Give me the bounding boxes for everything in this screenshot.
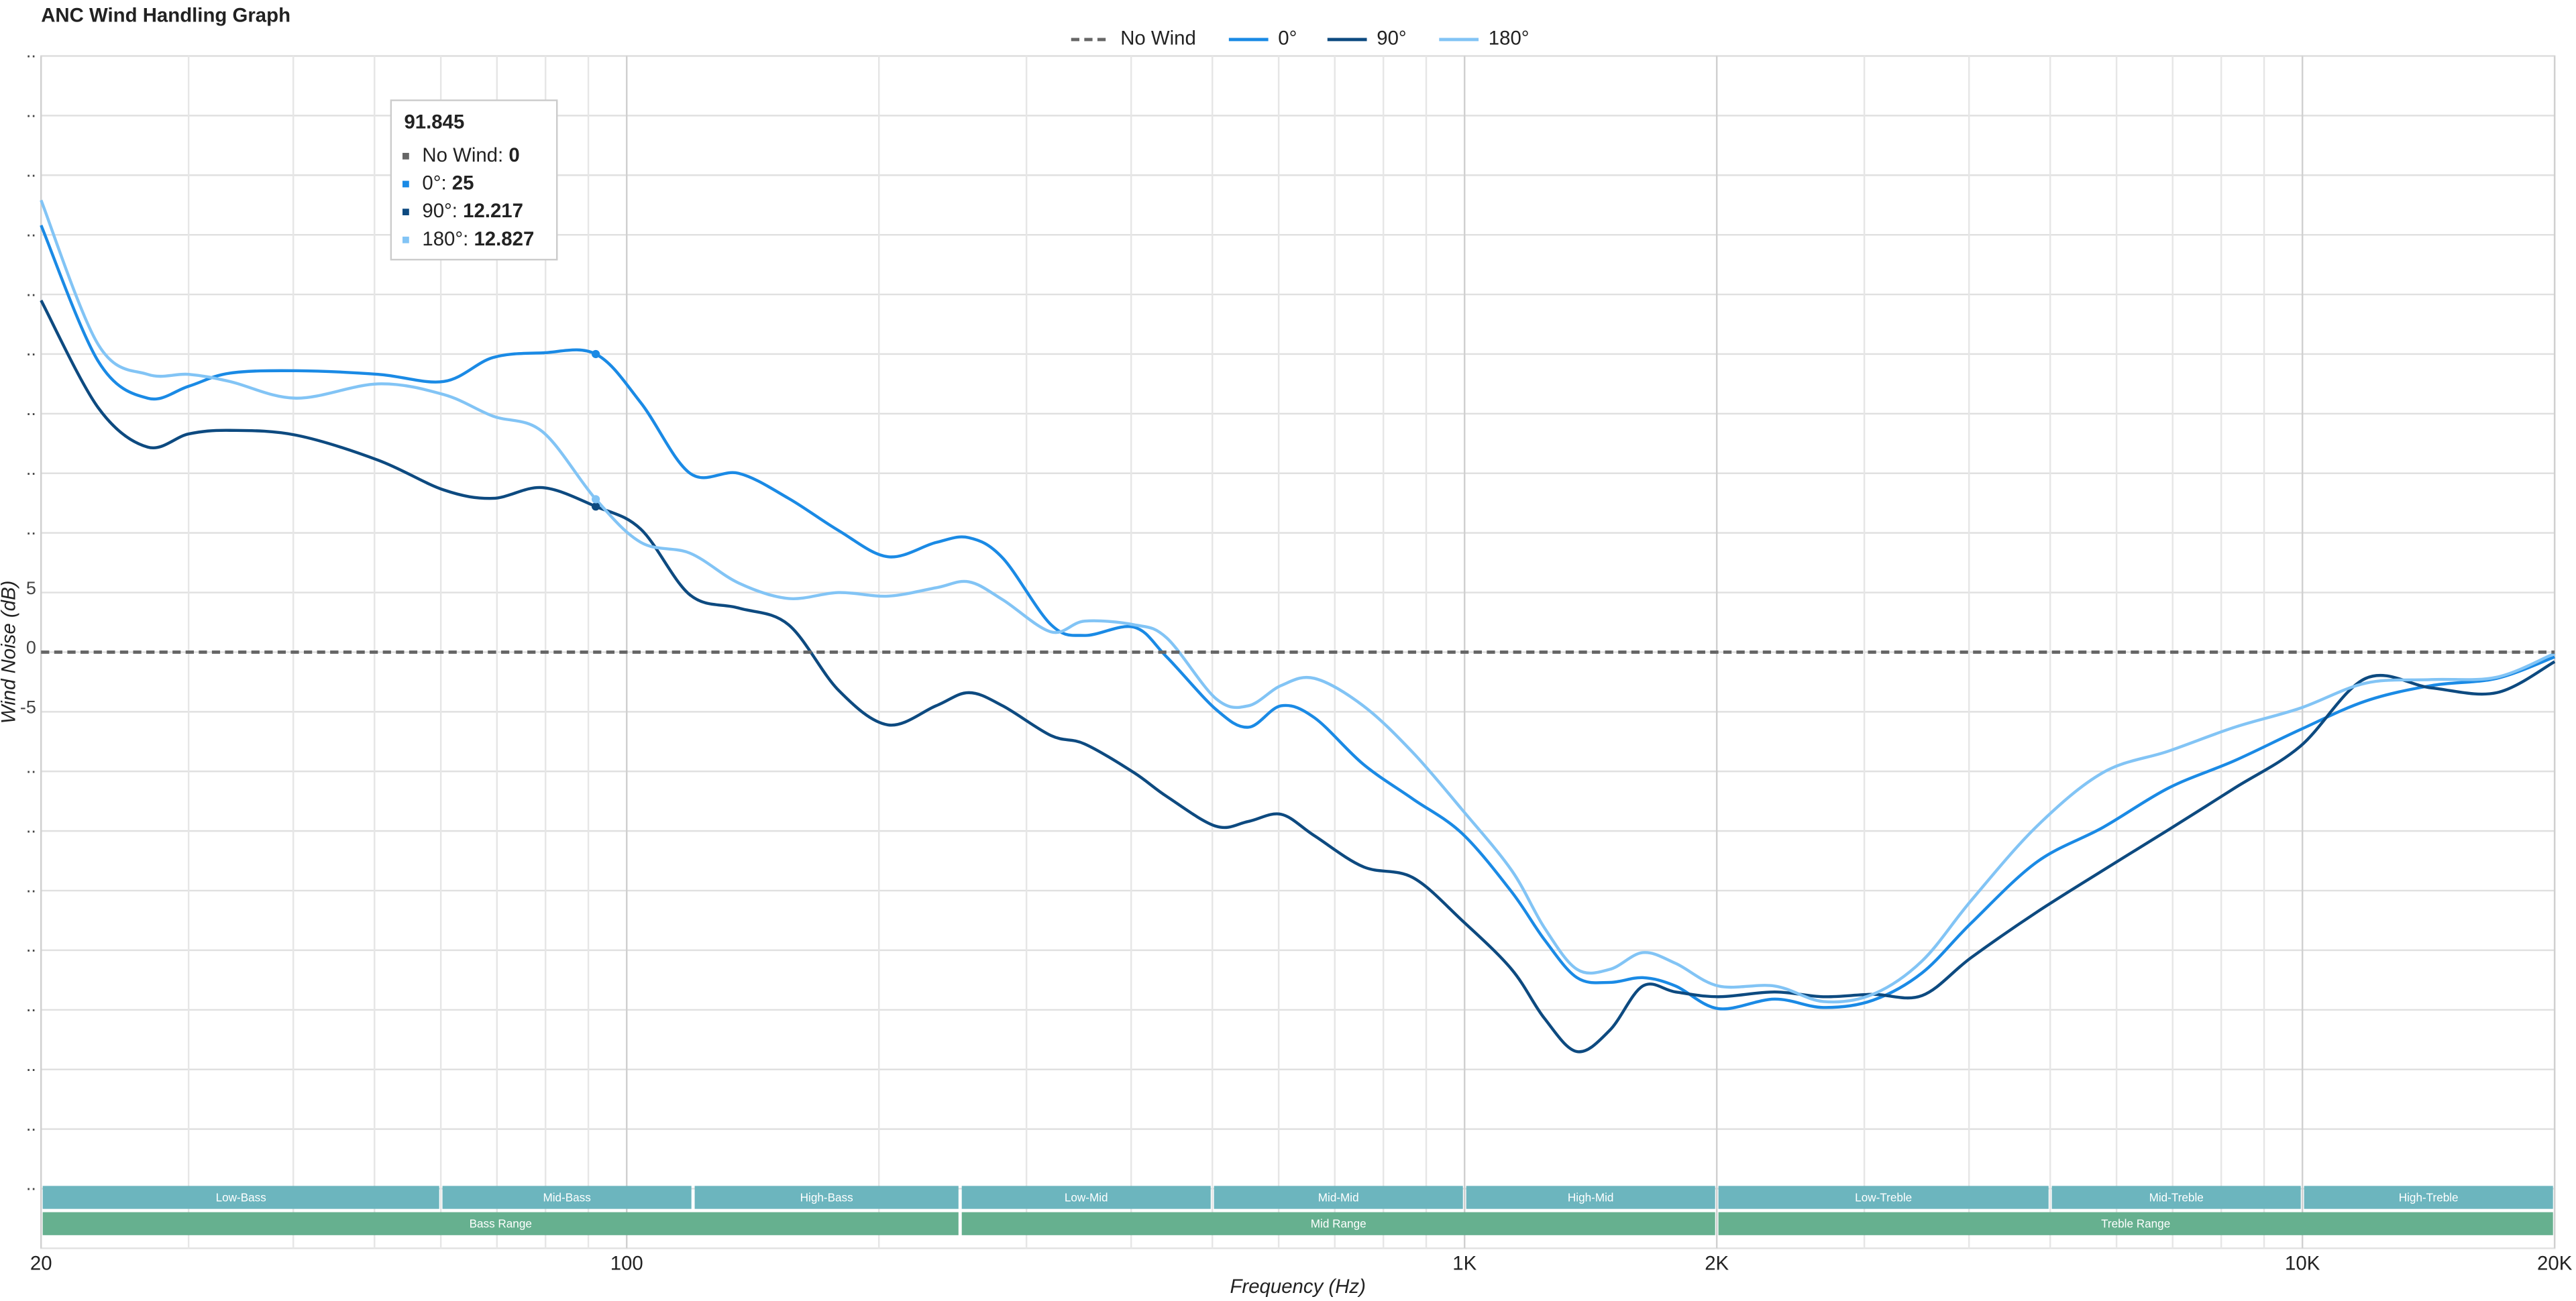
y-tick-label: .. [26, 995, 36, 1015]
band-label: High-Bass [800, 1190, 853, 1204]
y-tick-label: .. [26, 1115, 36, 1135]
band-label: Treble Range [2101, 1217, 2170, 1230]
x-tick-label: 20 [30, 1253, 52, 1275]
band-label: Mid-Treble [2149, 1190, 2204, 1204]
band [961, 1212, 1715, 1235]
hover-point [591, 495, 600, 504]
band [1214, 1186, 1463, 1209]
series-line [40, 199, 2556, 1004]
tooltip-swatch [402, 236, 409, 243]
band [1718, 1212, 2553, 1235]
tooltip-separator: : [452, 200, 463, 222]
band [42, 1212, 959, 1235]
tooltip-value: 12.827 [474, 228, 534, 250]
band-label: Mid Range [1311, 1217, 1366, 1230]
tooltip-swatch [402, 152, 409, 160]
y-tick-label: .. [26, 220, 36, 240]
tooltip-swatch [402, 180, 409, 188]
tooltip-series: 0° [422, 172, 441, 194]
legend-label: 90° [1377, 27, 1406, 50]
y-tick-label: .. [26, 399, 36, 419]
legend-label: 0° [1278, 27, 1297, 50]
y-tick-label: 5 [26, 578, 36, 598]
x-tick-label: 10K [2285, 1253, 2320, 1275]
legend-label: 180° [1489, 27, 1529, 50]
tooltip-item: 90°: 12.217 [422, 200, 523, 222]
band [1466, 1186, 1715, 1209]
band-label: High-Mid [1568, 1190, 1614, 1204]
lines [40, 199, 2556, 1054]
legend: No Wind 0° 90° 180° [1071, 27, 1529, 50]
tooltip-value: 12.217 [463, 200, 523, 222]
y-tick-label: 0 [26, 638, 36, 658]
hover-point [591, 349, 600, 359]
tooltip-value: 0 [508, 144, 519, 166]
tooltip-separator: : [441, 172, 451, 194]
series-line [40, 299, 2556, 1054]
tooltip-separator: : [463, 228, 474, 250]
hover-point [591, 502, 600, 511]
range-bands: Low-Bass Mid-Bass High-Bass Low-Mid Mid-Mid H… [42, 1186, 2553, 1235]
tooltip-series: 180° [422, 228, 463, 250]
band [2304, 1186, 2553, 1209]
x-tick-label: 20K [2537, 1253, 2573, 1275]
chart-title: ANC Wind Handling Graph [41, 4, 290, 26]
y-tick-label: -5 [20, 697, 36, 718]
y-tick-label: .. [26, 280, 36, 300]
band [1718, 1186, 2049, 1209]
y-tick-label: .. [26, 339, 36, 359]
tooltip-item: No Wind: 0 [422, 144, 519, 166]
x-tick-label: 2K [1705, 1253, 1729, 1275]
y-tick-label: .. [26, 42, 36, 62]
y-tick-label: .. [26, 1174, 36, 1194]
band [961, 1186, 1211, 1209]
tooltip-title: 91.845 [404, 111, 464, 133]
tooltip-value: 25 [452, 172, 474, 194]
y-tick-label: .. [26, 518, 36, 539]
band [42, 1186, 439, 1209]
tooltip-item: 0°: 25 [422, 172, 474, 194]
band-label: Low-Treble [1855, 1190, 1912, 1204]
band-label: Low-Mid [1065, 1190, 1108, 1204]
band-label: Low-Bass [216, 1190, 266, 1204]
x-tick-label: 1K [1452, 1253, 1477, 1275]
band-label: Bass Range [470, 1217, 532, 1230]
tooltip-series: 90° [422, 200, 451, 222]
y-tick-label: .. [26, 756, 36, 777]
y-tick-label: .. [26, 101, 36, 121]
band [2051, 1186, 2301, 1209]
y-tick-label: .. [26, 1055, 36, 1075]
band [694, 1186, 959, 1209]
tooltip-series: No Wind [422, 144, 498, 166]
tooltip-separator: : [498, 144, 508, 166]
tooltip-item: 180°: 12.827 [422, 228, 534, 250]
band-label: High-Treble [2399, 1190, 2459, 1204]
y-tick-label: .. [26, 876, 36, 896]
x-tick-label: 100 [610, 1253, 643, 1275]
band-label: Mid-Mid [1318, 1190, 1359, 1204]
series-line [40, 225, 2555, 1011]
y-axis-label: Wind Noise (dB) [0, 581, 19, 724]
band [442, 1186, 692, 1209]
y-tick-label: .. [26, 936, 36, 956]
band-label: Mid-Bass [543, 1190, 590, 1204]
x-axis-label: Frequency (Hz) [1230, 1276, 1365, 1298]
y-tick-label: .. [26, 459, 36, 479]
tooltip-box [390, 99, 558, 261]
y-tick-label: .. [26, 160, 36, 180]
legend-label: No Wind [1120, 27, 1196, 50]
y-tick-label: .. [26, 816, 36, 836]
tooltip-swatch [402, 209, 409, 216]
